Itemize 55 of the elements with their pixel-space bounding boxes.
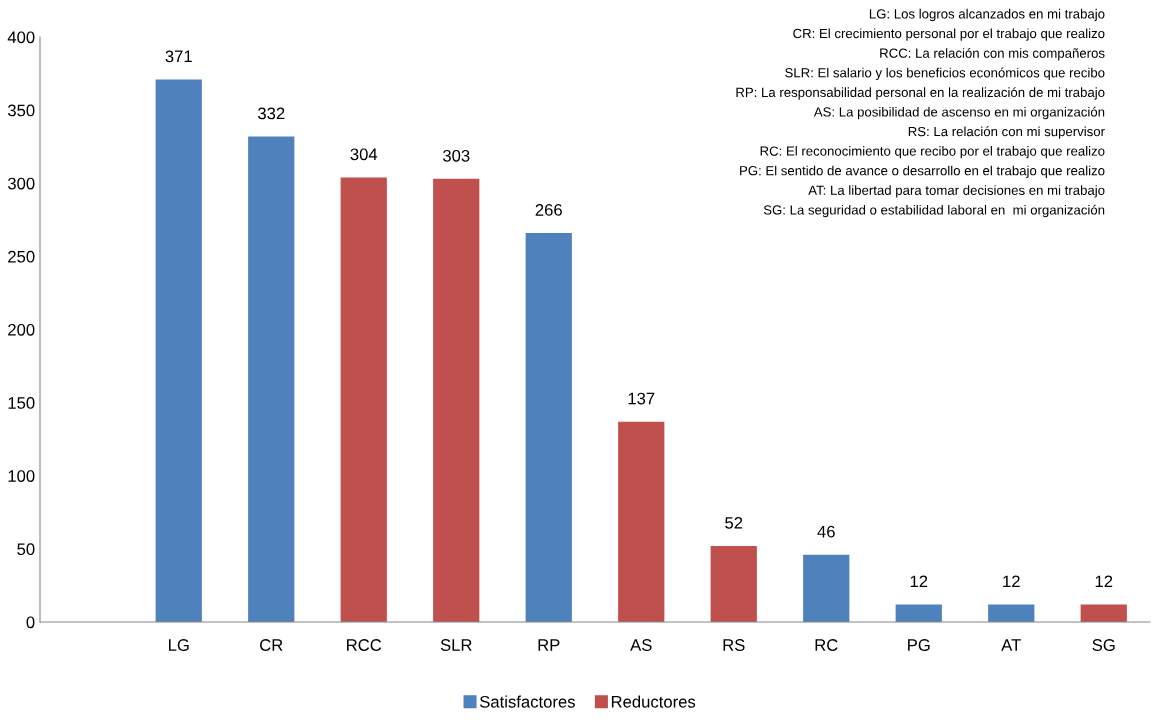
- y-tick-label: 250: [8, 250, 35, 263]
- y-tick-label: 0: [26, 616, 35, 629]
- annotation: RS: La relación con mi supervisor: [908, 126, 1105, 139]
- bar: [618, 421, 665, 622]
- bar: [710, 545, 757, 622]
- bar: [155, 79, 202, 622]
- text: LG: Los logros alcanzados en mi trabajo: [869, 8, 1105, 22]
- x-tick-label: AS: [630, 639, 652, 651]
- x-tick-label: PG: [908, 639, 930, 651]
- annotation: RP: La responsabilidad personal en la realización de mi trabajo: [736, 87, 1105, 100]
- annotation: SG: La seguridad o estabilidad laboral en mi organización: [763, 204, 1105, 218]
- y-tick-label: 350: [7, 104, 35, 117]
- x-tick-label: RP: [538, 639, 560, 651]
- annotation: AT: La libertad para tomar decisiones en mi trabajo: [808, 185, 1105, 198]
- annotation: RCC: La relación con mis compañeros: [880, 47, 1105, 61]
- y-tick-label: 200: [8, 323, 35, 336]
- x-tick-label: LG: [169, 639, 189, 651]
- bar: [988, 604, 1035, 622]
- x-tick-label: RS: [723, 639, 745, 651]
- y-tick-label: 50: [17, 543, 35, 556]
- data-label: 46: [817, 525, 835, 538]
- bar: [340, 177, 387, 622]
- data-label: 12: [910, 575, 928, 588]
- y-tick-label: 100: [8, 470, 35, 482]
- data-label: 137: [628, 392, 655, 405]
- legend-label: Satisfactores: [479, 695, 575, 708]
- annotation: CR: El crecimiento personal por el trabajo que realizo: [793, 28, 1105, 41]
- data-label: 332: [257, 107, 285, 120]
- bar: [433, 178, 480, 622]
- annotation: RC: El reconocimiento que recibo por el trabajo que realizo: [760, 146, 1105, 159]
- bar: [248, 136, 295, 622]
- data-label: 12: [1003, 575, 1020, 588]
- data-label: 266: [535, 203, 562, 216]
- annotation: SLR: El salario y los beneficios económicos que recibo: [785, 67, 1105, 81]
- legend-label: Reductores: [611, 695, 696, 708]
- x-tick-label: CR: [260, 639, 283, 651]
- bar: [895, 604, 942, 622]
- x-tick-label: SLR: [440, 639, 472, 651]
- annotation: PG: El sentido de avance o desarrollo en el trabajo que realizo: [740, 165, 1105, 178]
- x-tick-label: RCC: [347, 639, 382, 651]
- data-label: 371: [165, 50, 192, 63]
- data-label: 303: [442, 149, 470, 162]
- x-tick-label: AT: [1001, 639, 1021, 651]
- x-tick-label: SG: [1092, 639, 1115, 651]
- y-tick-label: 150: [8, 397, 35, 409]
- data-label: 52: [725, 516, 743, 529]
- bar: [1080, 604, 1127, 622]
- bar: [525, 232, 572, 622]
- data-label: 304: [350, 148, 378, 161]
- bar: [803, 554, 850, 622]
- x-tick-label: RC: [815, 639, 838, 651]
- annotation: AS: La posibilidad de ascenso en mi organización: [813, 106, 1105, 120]
- y-tick-label: 300: [7, 177, 35, 190]
- y-tick-label: 400: [7, 31, 35, 44]
- data-label: 12: [1095, 575, 1113, 588]
